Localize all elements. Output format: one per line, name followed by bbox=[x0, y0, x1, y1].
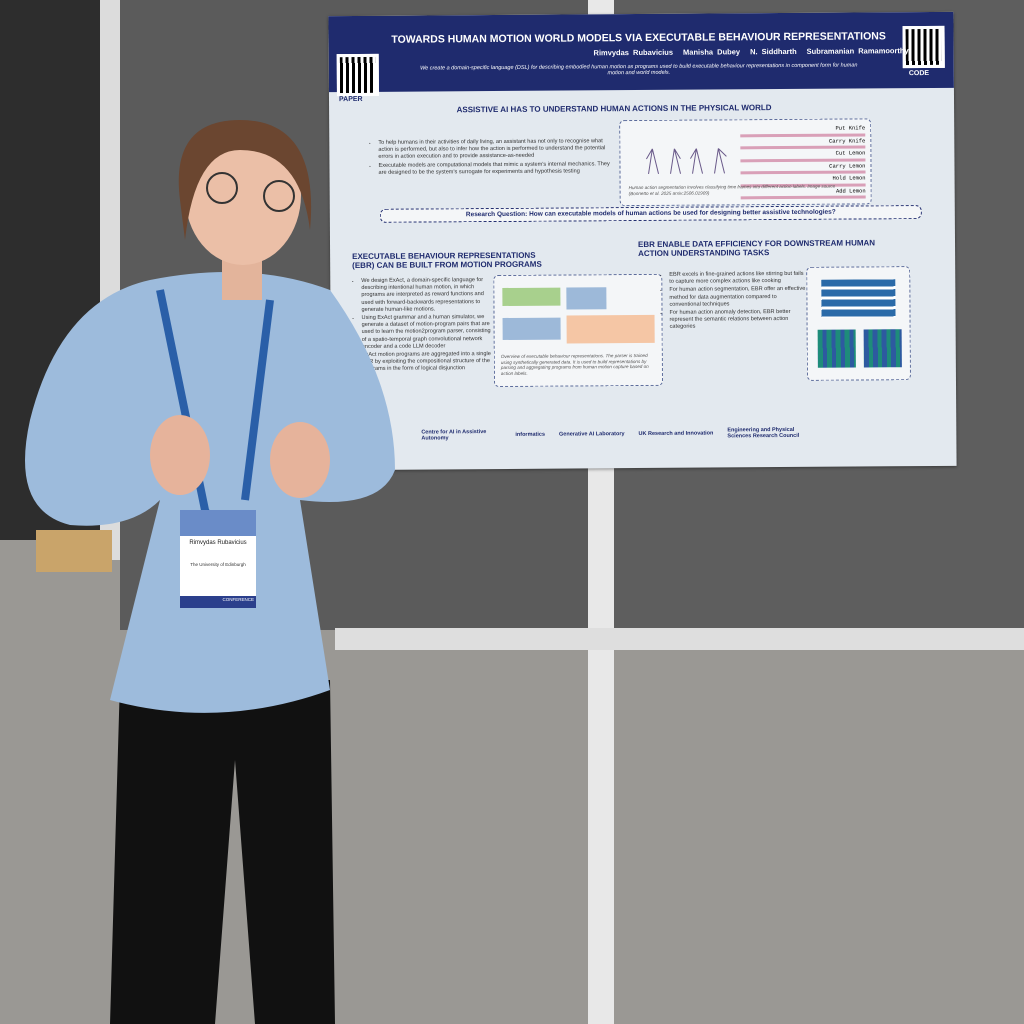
badge-name: Rimvydas Rubavicius bbox=[189, 540, 247, 546]
figure: Put Knife Carry Knife Cut Lemon Carry Lemon… bbox=[619, 118, 872, 207]
badge-affiliation: The University of Edinburgh bbox=[190, 562, 246, 567]
motion-figure bbox=[645, 148, 727, 175]
poster: PAPER CODE TOWARDS HUMAN MOTION WORLD MO… bbox=[328, 11, 957, 471]
badge-event: CONFERENCE bbox=[222, 597, 254, 602]
